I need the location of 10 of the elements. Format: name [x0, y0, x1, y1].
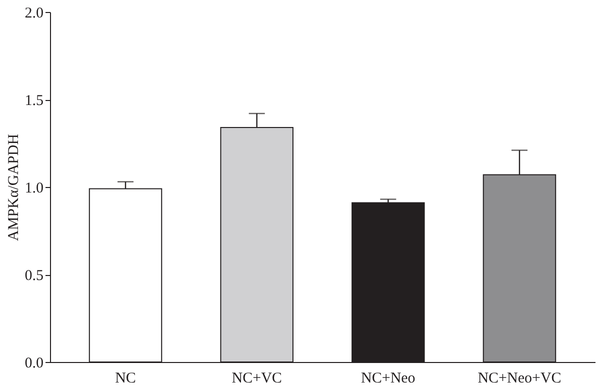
y-tick-label: 2.0 [24, 6, 44, 22]
x-tick-label: NC+VC [232, 370, 282, 386]
y-tick-label: 0.5 [24, 268, 44, 284]
y-tick-label: 1.0 [24, 180, 44, 196]
x-tick-label: NC+Neo [361, 370, 416, 386]
y-tick-label: 0.0 [24, 356, 44, 372]
x-tick-label: NC+Neo+VC [478, 370, 562, 386]
y-tick-label: 1.5 [24, 93, 44, 109]
x-tick-label: NC [115, 370, 136, 386]
y-axis-title: AMPKα/GAPDH [6, 134, 22, 242]
